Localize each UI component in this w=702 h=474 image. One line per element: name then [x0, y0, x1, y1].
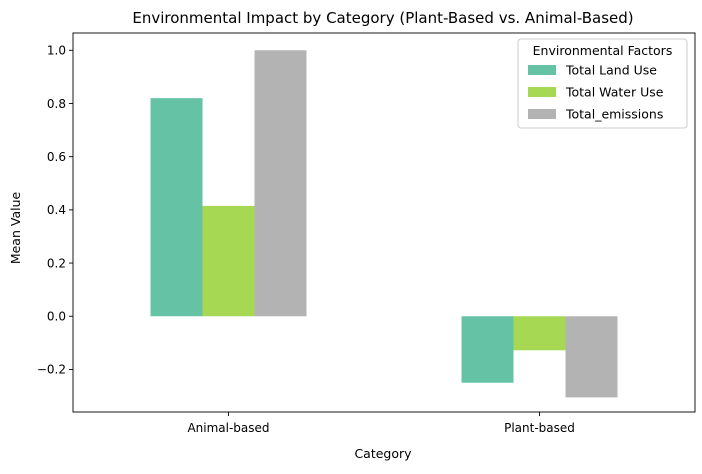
- y-tick-label: 1.0: [47, 44, 66, 58]
- bar-total-water-use-animal-based: [202, 205, 255, 317]
- legend: Environmental Factors Total Land Use Total…: [517, 38, 688, 129]
- x-axis-label: Category: [354, 446, 412, 461]
- legend-swatch: [528, 65, 556, 75]
- x-tick-label: Animal-based: [187, 421, 269, 435]
- legend-label: Total_emissions: [565, 107, 663, 122]
- plot-area: Animal-based Plant-based −0.2 0.0 0.2 0.4 0.6 0…: [37, 32, 696, 435]
- legend-box: [517, 38, 688, 129]
- y-tick-label: 0.2: [47, 256, 66, 270]
- legend-swatch: [528, 109, 556, 119]
- y-tick-label: 0.4: [47, 203, 66, 217]
- bar-total-land-use-animal-based: [150, 98, 203, 317]
- y-tick-label: 0.8: [47, 97, 66, 111]
- y-tick-label: −0.2: [37, 363, 66, 377]
- bar-total-land-use-plant-based: [461, 316, 514, 383]
- bar-total-emissions-plant-based: [565, 316, 618, 398]
- legend-label: Total Water Use: [565, 85, 664, 100]
- y-tick-label: 0.6: [47, 150, 66, 164]
- chart-title: Environmental Impact by Category (Plant-…: [132, 9, 633, 27]
- bar-total-water-use-plant-based: [513, 316, 566, 351]
- plot-frame: [72, 32, 696, 413]
- x-tick-label: Plant-based: [504, 421, 575, 435]
- legend-label: Total Land Use: [565, 63, 657, 78]
- legend-title: Environmental Factors: [533, 43, 673, 58]
- y-tick-label: 0.0: [47, 310, 66, 324]
- legend-swatch: [528, 87, 556, 97]
- y-axis-label: Mean Value: [8, 192, 23, 265]
- bar-total-emissions-animal-based: [254, 50, 307, 317]
